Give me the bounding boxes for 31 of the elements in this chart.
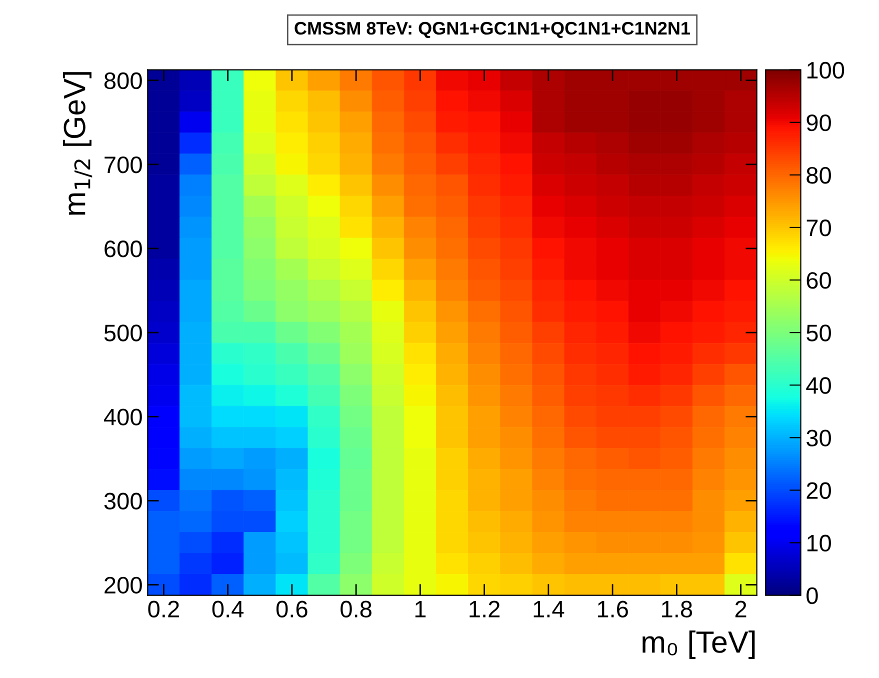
y-tick-label: 200: [104, 576, 142, 594]
color-bar-label: 100: [807, 62, 844, 79]
color-bar-label: 40: [806, 377, 831, 394]
x-tick-label: 1.4: [534, 601, 564, 618]
x-tick-label: 1.8: [662, 600, 692, 618]
chart-title: CMSSM 8TeV: QGN1+GC1N1+QC1N1+C1N2N1: [294, 22, 690, 38]
y-tick-label: 300: [104, 492, 142, 510]
color-bar-label: 30: [806, 430, 831, 446]
x-tick-label: 1: [415, 601, 426, 618]
x-axis-title: m₀ [TeV]: [642, 630, 755, 659]
x-tick-label: 0.4: [212, 600, 244, 618]
color-bar-label: 10: [807, 534, 831, 552]
color-bar-label: 20: [806, 482, 831, 499]
y-tick-label: 800: [104, 72, 142, 90]
x-tick-label: 2: [735, 600, 746, 618]
color-bar-label: 60: [806, 272, 831, 289]
x-tick-label: 1.6: [598, 600, 628, 618]
x-tick-label: 0.2: [148, 600, 179, 618]
x-tick-label: 0.8: [340, 600, 372, 618]
y-tick-label: 500: [104, 324, 142, 342]
x-tick-label: 0.6: [276, 600, 308, 618]
color-bar-label: 70: [806, 220, 831, 236]
color-bar-label: 80: [806, 166, 831, 184]
x-tick-label: 1.2: [470, 600, 500, 618]
color-bar-label: 0: [806, 587, 818, 604]
color-bar-label: 50: [806, 324, 831, 342]
color-bar-label: 90: [806, 114, 831, 132]
y-tick-label: 600: [104, 240, 142, 258]
y-axis-title: m$_{1/2}$ [GeV]: [62, 72, 92, 215]
y-tick-label: 400: [104, 408, 142, 426]
y-tick-label: 700: [104, 156, 142, 174]
